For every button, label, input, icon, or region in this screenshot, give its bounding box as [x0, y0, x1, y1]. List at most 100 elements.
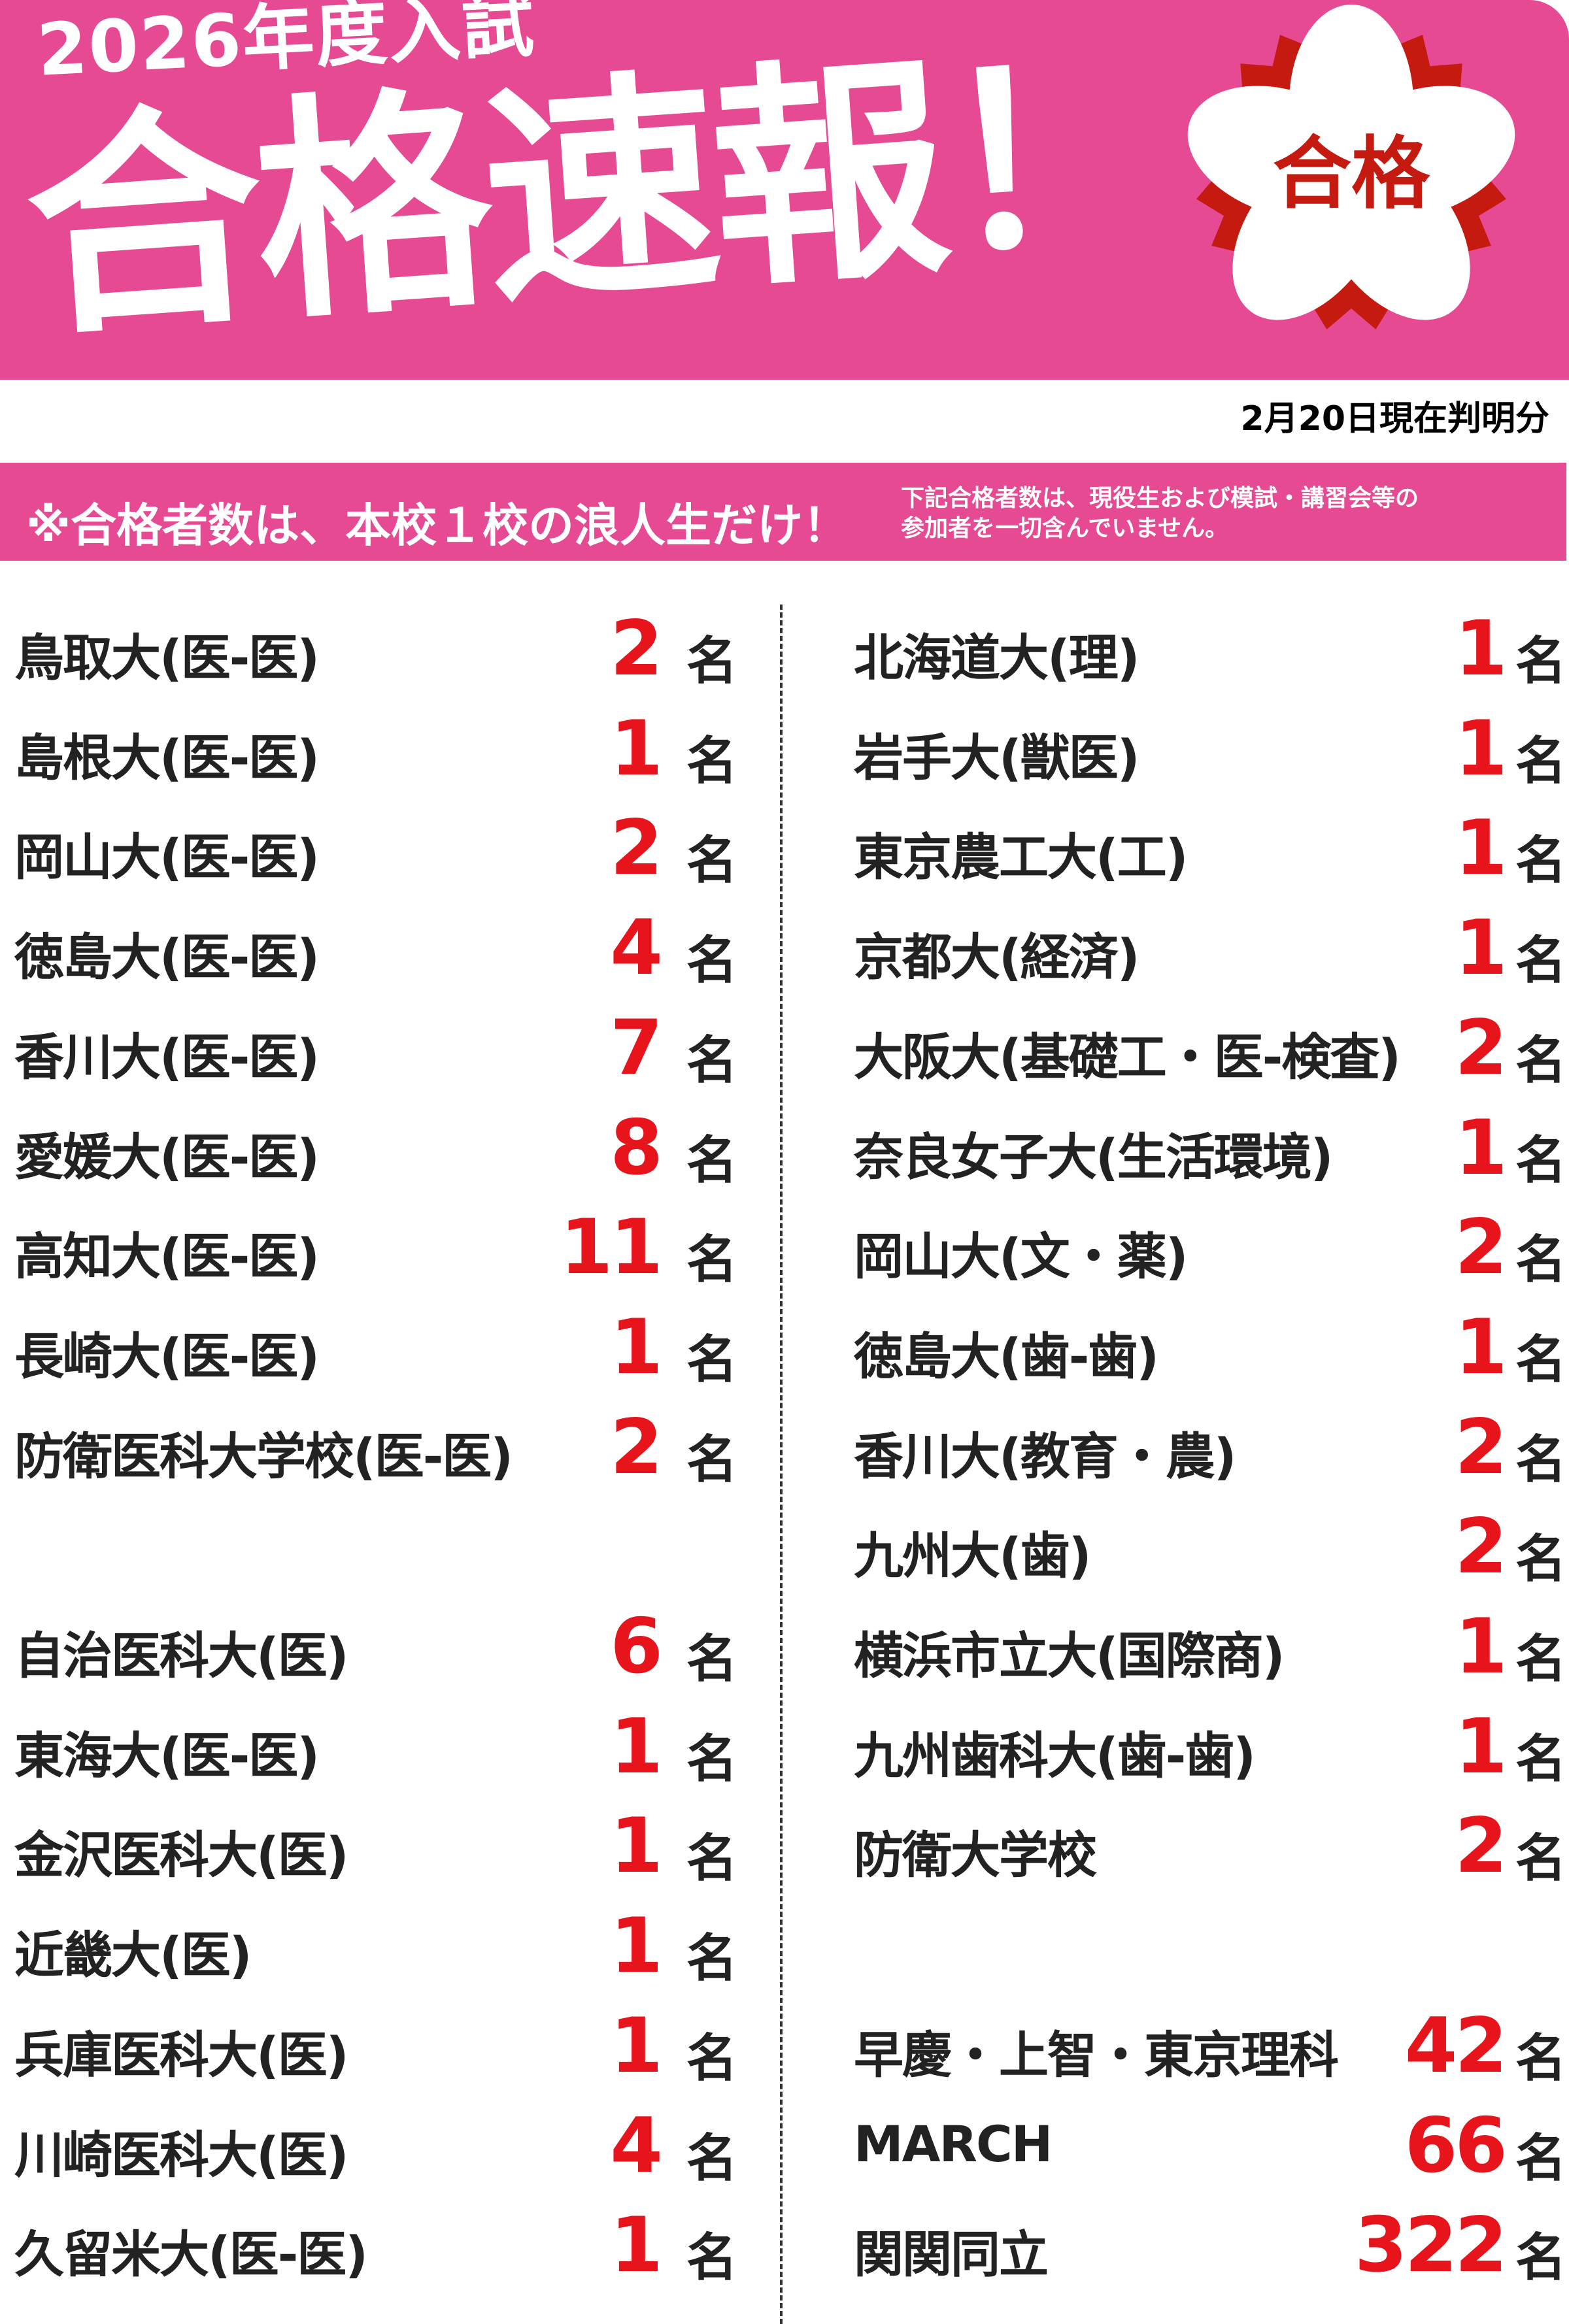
result-row: 関関同立 322 名 — [854, 2197, 1569, 2289]
pass-count: 1 — [1455, 1303, 1508, 1391]
result-row: 防衛医科大学校(医-医) 2 名 — [14, 1399, 745, 1491]
unit-label: 名 — [686, 2029, 738, 2088]
pass-count: 1 — [610, 2001, 663, 2090]
header-banner: 2026年度入試 合格速報！ 合格 — [0, 0, 1569, 380]
school-name: 愛媛大(医-医) — [14, 1127, 320, 1186]
school-name: 九州歯科大(歯-歯) — [854, 1726, 1256, 1785]
notice-sub: 下記合格者数は、現役生および模試・講習会等の 参加者を一切含んでいません。 — [901, 484, 1419, 544]
unit-label: 名 — [1515, 1829, 1567, 1889]
school-name: 高知大(医-医) — [14, 1227, 320, 1286]
school-name: 関関同立 — [854, 2225, 1049, 2284]
result-row: 兵庫医科大(医) 1 名 — [14, 1998, 745, 2090]
sakura-stamp-icon: 合格 — [1187, 5, 1515, 329]
result-row: 大阪大(基礎工・医-検査) 2 名 — [854, 1000, 1569, 1092]
school-name: 京都大(経済) — [854, 928, 1139, 987]
result-row: 近畿大(医) 1 名 — [14, 1898, 745, 1990]
unit-label: 名 — [1515, 731, 1567, 791]
school-name: 東京農工大(工) — [854, 828, 1188, 887]
unit-label: 名 — [1515, 2029, 1567, 2088]
result-row: 長崎大(医-医) 1 名 — [14, 1299, 745, 1391]
pass-count: 1 — [1455, 605, 1508, 693]
unit-label: 名 — [1515, 632, 1567, 691]
unit-label: 名 — [1515, 1031, 1567, 1090]
result-row: 北海道大(理) 1 名 — [854, 601, 1569, 693]
pass-count: 1 — [610, 1303, 663, 1391]
unit-label: 名 — [1515, 1729, 1567, 1789]
unit-label: 名 — [686, 1430, 738, 1489]
unit-label: 名 — [686, 1031, 738, 1090]
pass-count: 42 — [1404, 2001, 1508, 2090]
pass-count: 66 — [1404, 2101, 1508, 2190]
unit-label: 名 — [686, 632, 738, 691]
unit-label: 名 — [1515, 1131, 1567, 1190]
school-name: 東海大(医-医) — [14, 1726, 320, 1785]
result-row: 東京農工大(工) 1 名 — [854, 800, 1569, 892]
result-row: 徳島大(歯-歯) 1 名 — [854, 1299, 1569, 1391]
unit-label: 名 — [686, 1829, 738, 1889]
pass-count: 1 — [1455, 1602, 1508, 1691]
unit-label: 名 — [1515, 1330, 1567, 1389]
school-name: 北海道大(理) — [854, 629, 1139, 687]
notice-banner: ※合格者数は、本校１校の浪人生だけ！ 下記合格者数は、現役生および模試・講習会等… — [0, 463, 1566, 561]
pass-count: 1 — [1455, 904, 1508, 993]
result-row: 高知大(医-医) 11 名 — [14, 1199, 745, 1291]
school-name: 徳島大(歯-歯) — [854, 1327, 1159, 1386]
school-name: 鳥取大(医-医) — [14, 629, 320, 687]
school-name: 岡山大(文・薬) — [854, 1227, 1188, 1286]
notice-sub-line2: 参加者を一切含んでいません。 — [901, 515, 1229, 542]
result-row: 東海大(医-医) 1 名 — [14, 1699, 745, 1791]
as-of-date: 2月20日現在判明分 — [1240, 399, 1549, 439]
unit-label: 名 — [1515, 931, 1567, 991]
unit-label: 名 — [686, 1630, 738, 1689]
pass-count: 8 — [610, 1103, 663, 1192]
pass-count: 1 — [1455, 704, 1508, 793]
result-row: 愛媛大(医-医) 8 名 — [14, 1100, 745, 1192]
unit-label: 名 — [1515, 1630, 1567, 1689]
school-name: 久留米大(医-医) — [14, 2225, 368, 2284]
school-name: 防衛医科大学校(医-医) — [14, 1427, 513, 1486]
result-row: 徳島大(医-医) 4 名 — [14, 900, 745, 992]
school-name: 兵庫医科大(医) — [14, 2025, 348, 2084]
school-name: 九州大(歯) — [854, 1527, 1091, 1585]
unit-label: 名 — [686, 1131, 738, 1190]
unit-label: 名 — [1515, 2229, 1567, 2288]
school-name: 島根大(医-医) — [14, 728, 320, 787]
stamp-text: 合格 — [1273, 127, 1430, 220]
pass-count: 2 — [1455, 1003, 1508, 1092]
school-name: 川崎医科大(医) — [14, 2125, 348, 2184]
result-row: 島根大(医-医) 1 名 — [14, 701, 745, 793]
notice-main: ※合格者数は、本校１校の浪人生だけ！ — [26, 499, 849, 552]
school-name: 防衛大学校 — [854, 1826, 1097, 1885]
result-row: 岡山大(医-医) 2 名 — [14, 800, 745, 892]
pass-count: 1 — [610, 704, 663, 793]
column-divider — [780, 605, 783, 2324]
result-row: 奈良女子大(生活環境) 1 名 — [854, 1100, 1569, 1192]
pass-count: 6 — [610, 1602, 663, 1691]
school-name: 香川大(教育・農) — [854, 1427, 1236, 1486]
school-name: 早慶・上智・東京理科 — [854, 2025, 1339, 2084]
pass-count: 2 — [1455, 1502, 1508, 1591]
result-row: 自治医科大(医) 6 名 — [14, 1599, 745, 1691]
result-row: 岡山大(文・薬) 2 名 — [854, 1199, 1569, 1291]
pass-count: 1 — [610, 2201, 663, 2290]
result-row: 京都大(経済) 1 名 — [854, 900, 1569, 993]
unit-label: 名 — [686, 2229, 738, 2288]
school-name: 近畿大(医) — [14, 1926, 252, 1985]
result-row: 鳥取大(医-医) 2 名 — [14, 601, 745, 693]
unit-label: 名 — [1515, 1530, 1567, 1589]
pass-count: 2 — [610, 1403, 663, 1491]
pass-count: 2 — [1455, 1203, 1508, 1292]
unit-label: 名 — [686, 1929, 738, 1989]
unit-label: 名 — [686, 1729, 738, 1789]
pass-count: 2 — [1455, 1403, 1508, 1491]
result-row: 久留米大(医-医) 1 名 — [14, 2197, 745, 2289]
school-name: 金沢医科大(医) — [14, 1826, 348, 1885]
pass-count: 7 — [610, 1003, 663, 1092]
unit-label: 名 — [686, 931, 738, 991]
result-row: 九州大(歯) 2 名 — [854, 1499, 1569, 1591]
school-name: 大阪大(基礎工・医-検査) — [854, 1027, 1401, 1086]
unit-label: 名 — [1515, 2129, 1567, 2188]
result-row: 岩手大(獣医) 1 名 — [854, 701, 1569, 793]
school-name: 香川大(医-医) — [14, 1027, 320, 1086]
pass-count: 1 — [610, 1802, 663, 1891]
